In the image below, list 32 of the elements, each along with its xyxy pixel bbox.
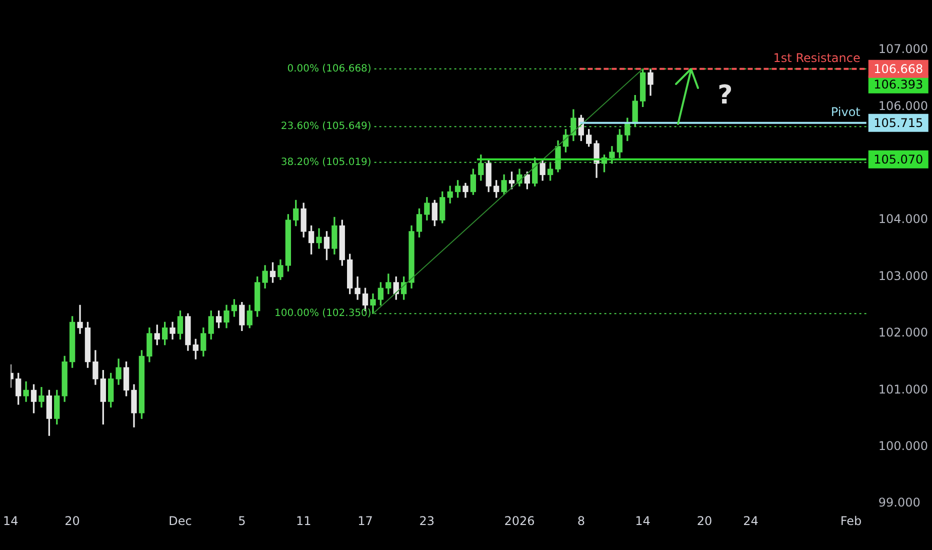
x-tick-label: 2026 bbox=[504, 514, 535, 528]
text: 106.393 bbox=[874, 78, 924, 92]
text: 105.070 bbox=[874, 152, 924, 167]
x-tick-label: 17 bbox=[358, 514, 373, 528]
x-tick-label: 20 bbox=[64, 514, 80, 528]
y-tick-label: 102.000 bbox=[878, 326, 928, 340]
x-tick-label: Dec bbox=[168, 514, 192, 528]
x-tick-label: 14 bbox=[2, 514, 18, 528]
text: 105.715 bbox=[874, 116, 924, 130]
ref-line-label: 1st Resistance bbox=[773, 50, 860, 65]
text: 106.668 bbox=[874, 62, 924, 76]
annotation: ? bbox=[718, 80, 733, 111]
y-tick-label: 99.000 bbox=[878, 496, 920, 510]
y-tick-label: 101.000 bbox=[878, 382, 928, 396]
x-tick-label: 24 bbox=[743, 514, 758, 528]
x-tick-label: 20 bbox=[696, 514, 712, 528]
ref-line-label: 0.00% (106.668) bbox=[287, 63, 372, 74]
y-tick-label: 107.000 bbox=[878, 42, 928, 56]
y-tick-label: 100.000 bbox=[878, 439, 928, 454]
x-tick-label: Feb bbox=[840, 514, 862, 528]
y-tick-label: 104.000 bbox=[878, 212, 928, 226]
x-tick-label: 5 bbox=[238, 514, 246, 528]
x-tick-label: 11 bbox=[296, 514, 312, 528]
ref-line-label: 100.00% (102.350) bbox=[274, 308, 372, 320]
x-tick-label: 23 bbox=[419, 514, 435, 528]
y-tick-label: 106.000 bbox=[878, 98, 928, 113]
ref-line-label: Pivot bbox=[830, 104, 861, 119]
ref-line-label: 23.60% (105.649) bbox=[280, 121, 372, 132]
x-tick-label: 8 bbox=[577, 514, 585, 528]
y-tick-label: 103.000 bbox=[878, 268, 928, 283]
ref-line-label: 38.20% (105.019) bbox=[280, 156, 372, 168]
x-tick-label: 14 bbox=[635, 514, 650, 528]
